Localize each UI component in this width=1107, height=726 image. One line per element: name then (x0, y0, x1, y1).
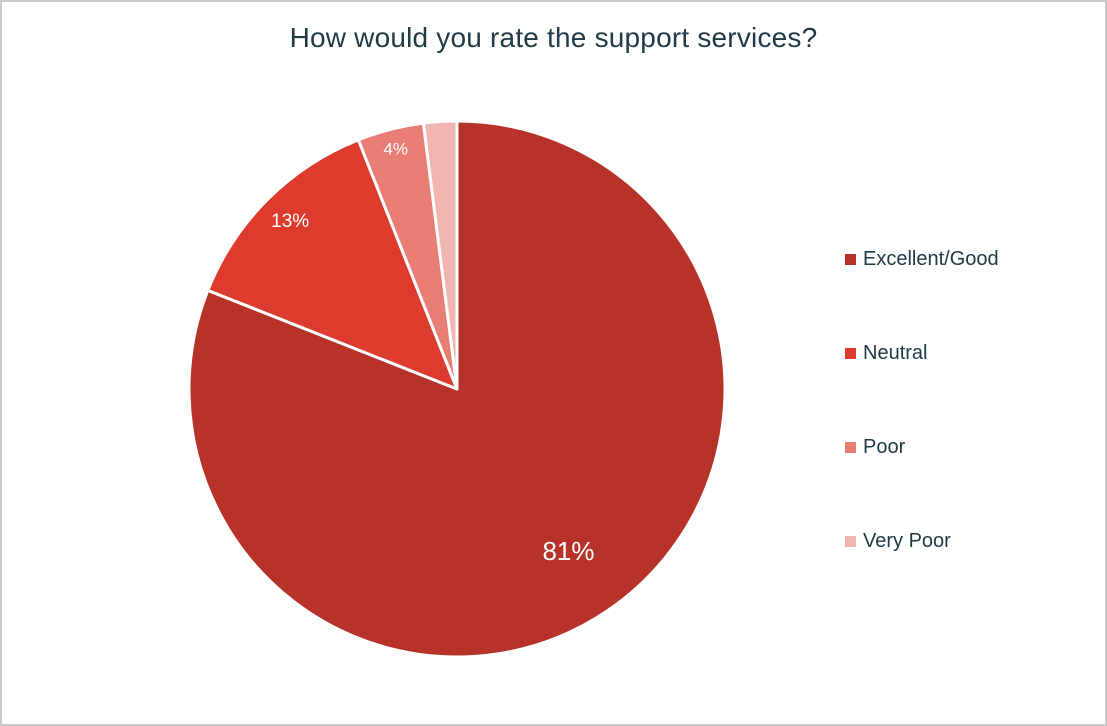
pie-slice-neutral (206, 138, 459, 391)
pie-slice-very-poor (421, 119, 459, 391)
chart-title: How would you rate the support services? (289, 22, 818, 53)
legend-item-poor: Poor (845, 436, 999, 458)
pie-data-label-poor: 4% (383, 140, 408, 159)
legend-swatch-excellent-good (845, 253, 856, 265)
legend-item-neutral: Neutral (845, 342, 999, 364)
legend-swatch-neutral (845, 347, 856, 359)
legend-label: Neutral (863, 341, 928, 364)
legend-swatch-very-poor (845, 535, 856, 547)
legend-item-very-poor: Very Poor (845, 530, 999, 552)
legend-label: Poor (863, 435, 906, 458)
legend-swatch-poor (845, 441, 856, 453)
pie-data-label-neutral: 13% (271, 211, 309, 232)
pie-data-label-excellent-good: 81% (542, 536, 594, 566)
legend-item-excellent-good: Excellent/Good (845, 248, 999, 270)
legend-label: Very Poor (863, 529, 951, 552)
legend: Excellent/Good Neutral Poor Very Poor (845, 248, 999, 552)
legend-label: Excellent/Good (863, 247, 999, 270)
